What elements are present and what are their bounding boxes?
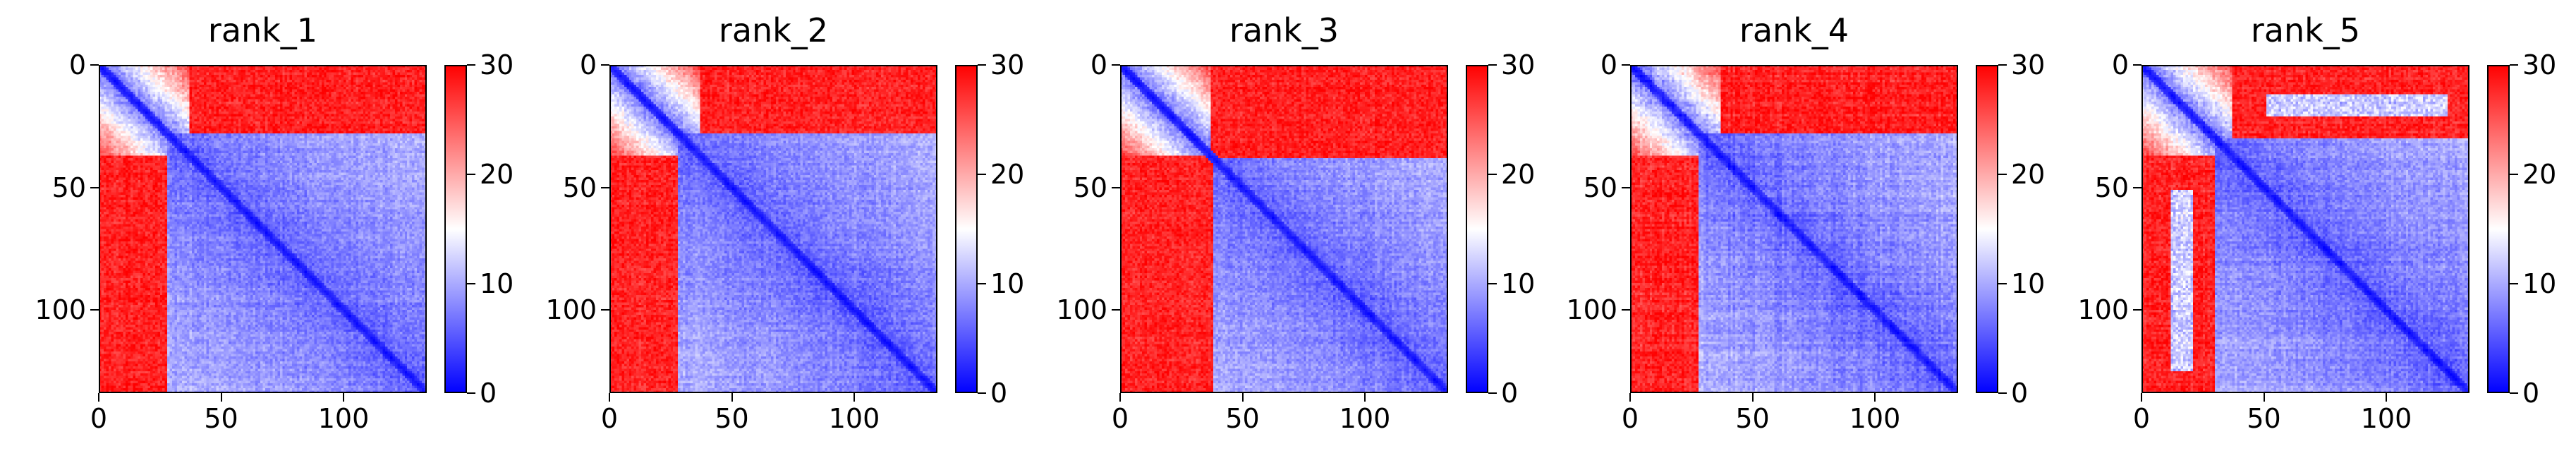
chart-title: rank_1 — [99, 10, 427, 51]
chart-panel: rank_1 0 0 50 50 100 100 0 10 20 30 — [0, 0, 508, 463]
